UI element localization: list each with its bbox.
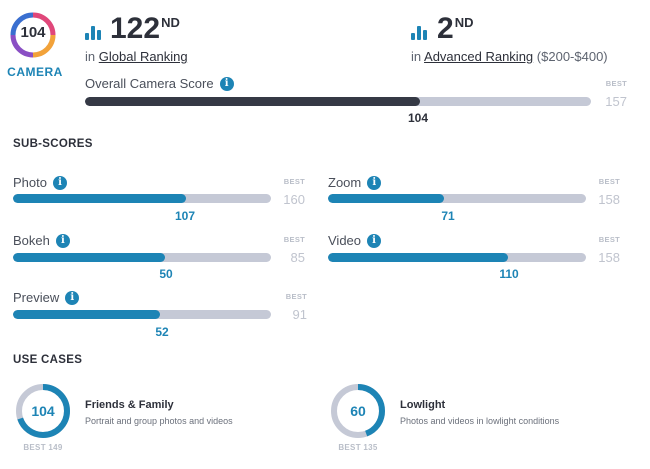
overall-best-value: 157 [605, 94, 627, 109]
camera-badge-ring [10, 12, 56, 58]
sub-score-best-value: 85 [290, 250, 305, 265]
info-icon[interactable]: i [52, 175, 67, 190]
use-case-score-lowlight: 60 [350, 403, 366, 419]
sub-score-bar-video [328, 253, 586, 262]
sub-score-label-video: Video i [328, 233, 382, 249]
badge-score: 104 [20, 24, 46, 41]
bar-chart-icon [411, 26, 429, 40]
advanced-ranking-link[interactable]: Advanced Ranking [424, 49, 534, 64]
sub-score-best-label: BEST [598, 177, 620, 186]
use-case-title-friends-family: Friends & Family [85, 399, 174, 411]
use-cases-heading: USE CASES [13, 354, 83, 366]
info-icon[interactable]: i [55, 233, 70, 248]
info-icon[interactable]: i [367, 233, 382, 248]
overall-score-bar [85, 97, 591, 106]
sub-score-best-label: BEST [283, 235, 305, 244]
use-case-best-lowlight: BEST 135 [338, 443, 378, 452]
use-case-desc-lowlight: Photos and videos in lowlight conditions [400, 416, 560, 426]
sub-score-fill [328, 194, 444, 203]
sub-score-best-label: BEST [285, 292, 307, 301]
badge-label: CAMERA [7, 65, 63, 79]
sub-score-bar-zoom [328, 194, 586, 203]
use-case-best-friends-family: BEST 149 [23, 443, 63, 452]
sub-score-value-zoom: 71 [441, 209, 455, 223]
sub-score-label-zoom: Zoom i [328, 175, 382, 191]
sub-score-bar-preview [13, 310, 271, 319]
use-case-ring-friends-family [16, 384, 70, 438]
sub-score-label-preview: Preview i [13, 290, 80, 306]
overall-score-label: Overall Camera Score i [85, 76, 234, 92]
sub-score-value-preview: 52 [155, 325, 169, 339]
use-case-title-lowlight: Lowlight [400, 399, 446, 411]
sub-score-bar-bokeh [13, 253, 271, 262]
sub-score-best-label: BEST [283, 177, 305, 186]
sub-score-best-value: 158 [598, 192, 620, 207]
info-icon[interactable]: i [219, 76, 234, 91]
sub-score-label-photo: Photo i [13, 175, 67, 191]
sub-score-bar-photo [13, 194, 271, 203]
bar-chart-icon [85, 26, 103, 40]
sub-score-best-value: 158 [598, 250, 620, 265]
sub-score-fill [328, 253, 508, 262]
global-rank-line: in Global Ranking [85, 49, 188, 64]
sub-score-best-value: 160 [283, 192, 305, 207]
overall-score-fill [85, 97, 420, 106]
global-rank-number: 122ND [110, 12, 180, 45]
advanced-rank-line: in Advanced Ranking ($200-$400) [411, 49, 608, 64]
overall-score-value: 104 [407, 111, 429, 125]
sub-score-best-label: BEST [598, 235, 620, 244]
sub-score-fill [13, 253, 165, 262]
use-case-score-friends-family: 104 [31, 403, 55, 419]
info-icon[interactable]: i [367, 175, 382, 190]
use-case-ring-lowlight [331, 384, 385, 438]
overall-best-label: BEST [605, 79, 627, 88]
sub-score-value-video: 110 [499, 267, 519, 281]
sub-score-label-bokeh: Bokeh i [13, 233, 70, 249]
sub-score-fill [13, 194, 186, 203]
sub-scores-heading: SUB-SCORES [13, 138, 93, 150]
global-ranking-link[interactable]: Global Ranking [98, 49, 188, 64]
use-case-desc-friends-family: Portrait and group photos and videos [85, 416, 233, 426]
info-icon[interactable]: i [65, 290, 80, 305]
sub-score-value-photo: 107 [174, 209, 196, 223]
advanced-rank-number: 2ND [437, 12, 474, 45]
sub-score-best-value: 91 [292, 307, 307, 322]
sub-score-value-bokeh: 50 [159, 267, 173, 281]
sub-score-fill [13, 310, 161, 319]
